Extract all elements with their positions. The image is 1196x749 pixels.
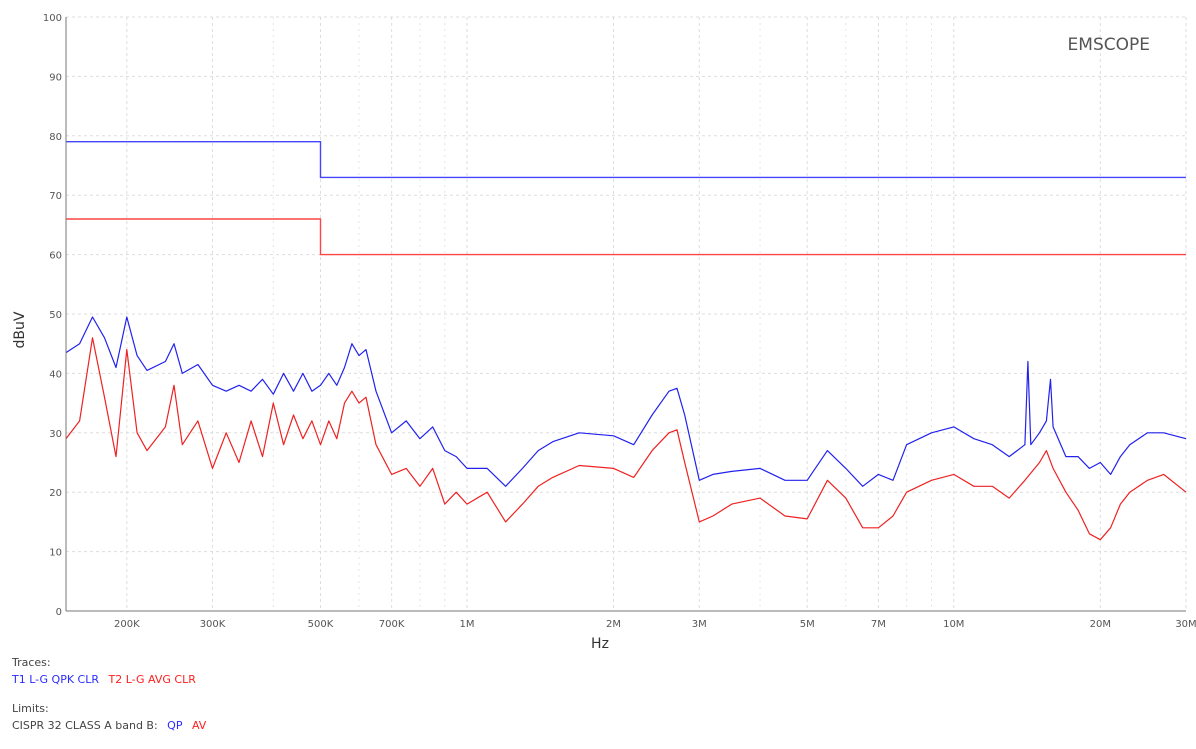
legend: Traces: T1 L-G QPK CLR T2 L-G AVG CLR Li… [12, 656, 212, 732]
y-tick-label: 70 [49, 191, 62, 202]
x-tick-label: 700K [379, 619, 405, 630]
x-tick-label: 200K [114, 619, 140, 630]
y-tick-label: 0 [56, 607, 62, 618]
x-tick-label: 30M [1175, 619, 1196, 630]
legend-limit-qp: QP [167, 719, 183, 732]
y-tick-label: 50 [49, 310, 62, 321]
y-tick-label: 60 [49, 251, 62, 262]
y-tick-label: 40 [49, 369, 62, 380]
y-tick-label: 80 [49, 132, 62, 143]
y-tick-labels: 0 10 20 30 40 50 60 70 80 90 100 [43, 13, 62, 618]
limits-row: CISPR 32 CLASS A band B: QP AV [12, 719, 212, 732]
limit-line-qp [66, 141, 1186, 179]
y-tick-label: 30 [49, 429, 62, 440]
trace-avg-line [65, 337, 1187, 541]
x-tick-label: 10M [943, 619, 964, 630]
x-tick-label: 20M [1090, 619, 1111, 630]
grid [65, 16, 1187, 611]
trace-lines [65, 316, 1187, 541]
x-tick-label: 1M [460, 619, 475, 630]
traces-title: Traces: [12, 656, 51, 669]
x-tick-label: 7M [871, 619, 886, 630]
x-tick-label: 2M [606, 619, 621, 630]
x-tick-label: 5M [800, 619, 815, 630]
watermark: EMSCOPE [1068, 35, 1150, 55]
x-axis-title: Hz [591, 636, 609, 650]
trace-qpk-line [65, 316, 1187, 487]
y-tick-label: 20 [49, 488, 62, 499]
limit-line-av [66, 218, 1186, 256]
x-tick-label: 3M [692, 619, 707, 630]
y-tick-label: 90 [49, 72, 62, 83]
limits-title: Limits: [12, 702, 49, 715]
y-tick-label: 10 [49, 548, 62, 559]
x-tick-labels: 200K 300K 500K 700K 1M 2M 3M 5M 7M 10M 20M 30M [114, 619, 1196, 630]
traces-row: T1 L-G QPK CLR T2 L-G AVG CLR [12, 673, 212, 686]
x-tick-label: 500K [308, 619, 334, 630]
legend-trace-avg: T2 L-G AVG CLR [108, 673, 196, 686]
emi-spectrum-chart: 0 10 20 30 40 50 60 70 80 90 100 200K 300K 500K 700K 1… [12, 13, 1196, 650]
legend-limit-av: AV [191, 719, 207, 732]
y-axis-title: dBuV [12, 311, 28, 348]
legend-trace-qpk: T1 L-G QPK CLR [12, 673, 99, 686]
limit-lines [66, 141, 1186, 256]
y-tick-label: 100 [43, 13, 62, 24]
legend-limit-standard: CISPR 32 CLASS A band B: [12, 719, 158, 732]
x-tick-label: 300K [200, 619, 226, 630]
